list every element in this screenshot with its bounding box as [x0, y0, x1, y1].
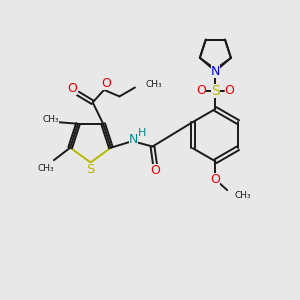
Text: CH₃: CH₃ [235, 191, 251, 200]
Text: O: O [211, 173, 220, 186]
Text: O: O [101, 77, 111, 90]
Text: O: O [150, 164, 160, 177]
Text: H: H [138, 128, 146, 138]
Text: CH₃: CH₃ [145, 80, 162, 89]
Text: O: O [225, 84, 235, 97]
Text: N: N [211, 65, 220, 78]
Text: CH₃: CH₃ [42, 116, 59, 124]
Text: O: O [67, 82, 77, 94]
Text: CH₃: CH₃ [37, 164, 54, 173]
Text: S: S [86, 163, 95, 176]
Text: S: S [211, 84, 220, 98]
Text: N: N [129, 134, 138, 146]
Text: O: O [196, 84, 206, 97]
